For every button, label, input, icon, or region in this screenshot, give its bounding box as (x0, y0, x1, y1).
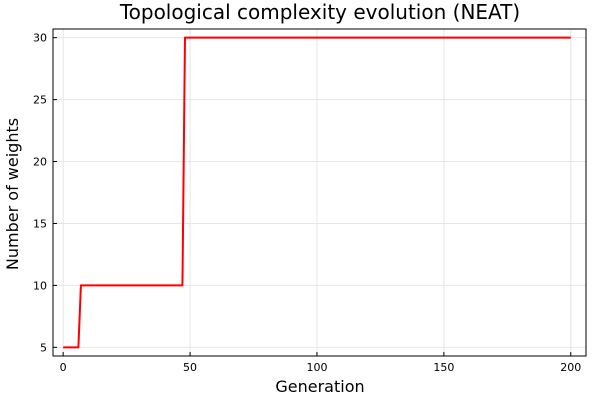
y-tick-label: 10 (33, 279, 47, 292)
y-tick-label: 15 (33, 217, 47, 230)
x-tick-label: 150 (433, 361, 454, 374)
x-tick-label: 0 (60, 361, 67, 374)
x-axis-label: Generation (275, 377, 364, 396)
y-tick-label: 30 (33, 32, 47, 45)
y-tick-label: 20 (33, 156, 47, 169)
y-axis-ticks: 5 10 15 20 25 30 (33, 32, 57, 354)
x-axis-ticks: 0 50 100 150 200 (60, 352, 581, 374)
x-tick-label: 200 (560, 361, 581, 374)
y-tick-label: 5 (40, 341, 47, 354)
x-tick-label: 100 (306, 361, 327, 374)
y-tick-label: 25 (33, 94, 47, 107)
series-layer (63, 36, 571, 349)
x-tick-label: 50 (183, 361, 197, 374)
grid (53, 29, 586, 356)
y-axis-label: Number of weights (3, 118, 22, 270)
plot-frame (52, 28, 587, 357)
series-line (63, 36, 571, 349)
chart-title: Topological complexity evolution (NEAT) (119, 0, 520, 24)
